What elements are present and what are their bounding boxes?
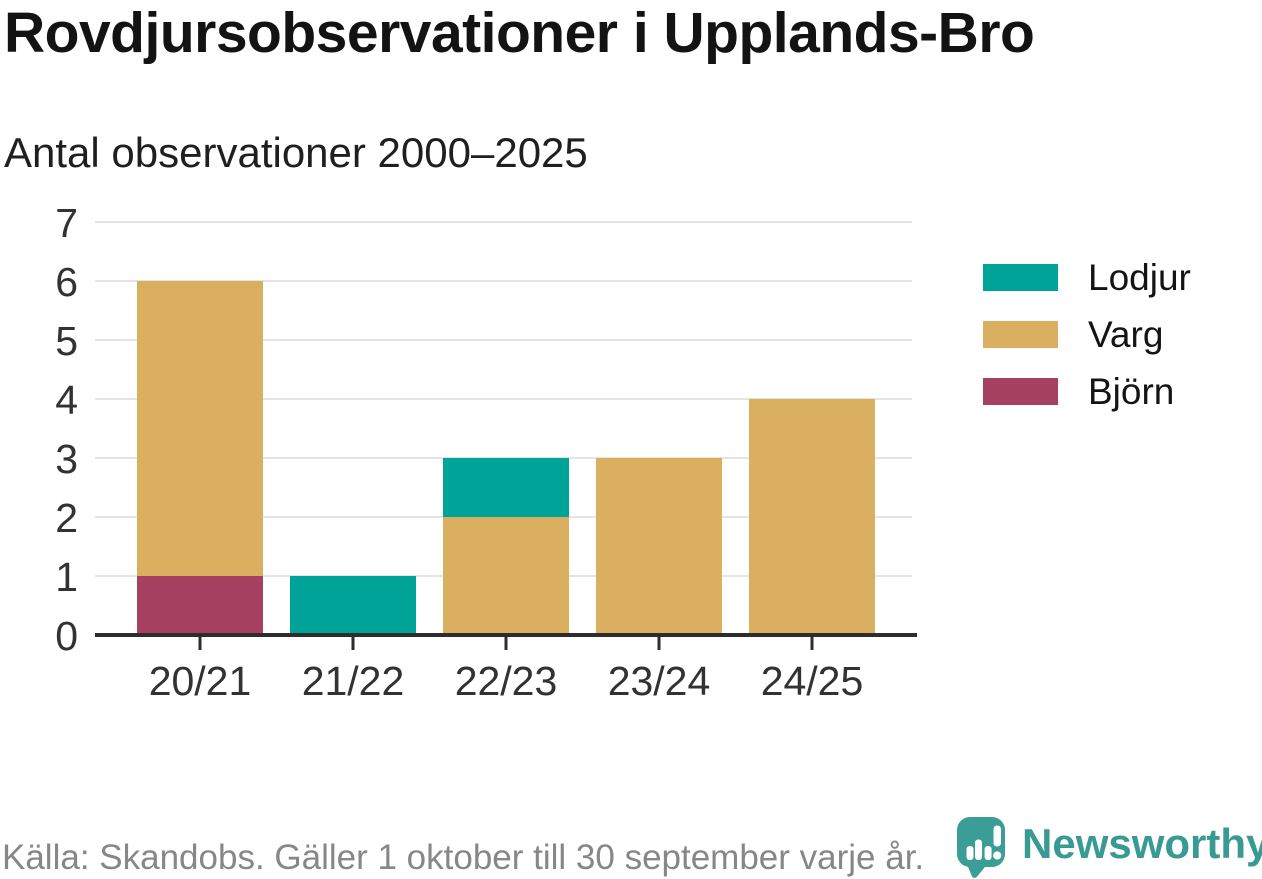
y-tick-label: 2 [55,495,78,541]
legend-swatch-icon [983,321,1058,348]
bar-segment-varg-23-24 [596,458,722,635]
y-tick-label: 0 [55,613,78,659]
y-tick-label: 1 [55,554,78,600]
legend-label: Varg [1088,314,1164,355]
bar-segment-varg-22-23 [443,517,569,635]
x-axis-tick [351,637,355,650]
y-tick-label: 5 [55,318,78,364]
legend: Lodjur Varg Björn [983,259,1191,410]
legend-label: Lodjur [1088,257,1191,298]
stacked-bar-chart: 20/21 21/22 22/23 23/24 24/25 0 1 2 3 4 5 6 7 [55,200,917,704]
bar-segment-björn-20-21 [137,576,263,635]
legend-item-lodjur: Lodjur [983,259,1191,296]
speech-bubble-bar-chart-icon [957,817,1005,879]
x-tick-label: 21/22 [302,658,405,704]
x-axis-tick [657,637,661,650]
chart-title: Rovdjursobservationer i Upplands-Bro [4,1,1035,65]
chart-subtitle: Antal observationer 2000–2025 [4,129,588,176]
x-tick-label: 20/21 [149,658,252,704]
legend-swatch-icon [983,264,1058,291]
x-tick-label: 22/23 [455,658,558,704]
bar-segment-lodjur-22-23 [443,458,569,517]
x-axis-tick [504,637,508,650]
brand-wordmark: Newsworthy [1022,820,1262,867]
x-axis-tick [198,637,202,650]
legend-label: Björn [1088,371,1175,412]
legend-swatch-icon [983,378,1058,405]
x-tick-label: 23/24 [608,658,711,704]
x-tick-label: 24/25 [761,658,864,704]
x-axis-tick [810,637,814,650]
y-tick-label: 6 [55,259,78,305]
source-note: Källa: Skandobs. Gäller 1 oktober till 3… [2,838,925,877]
legend-item-varg: Varg [983,316,1191,353]
y-tick-label: 4 [55,377,78,423]
bar-segment-lodjur-21-22 [290,576,416,635]
bar-segment-varg-20-21 [137,281,263,576]
x-axis-line [95,633,917,637]
legend-item-björn: Björn [983,373,1191,410]
y-tick-label: 7 [55,200,78,246]
bar-segment-varg-24-25 [749,399,875,635]
y-tick-label: 3 [55,436,78,482]
